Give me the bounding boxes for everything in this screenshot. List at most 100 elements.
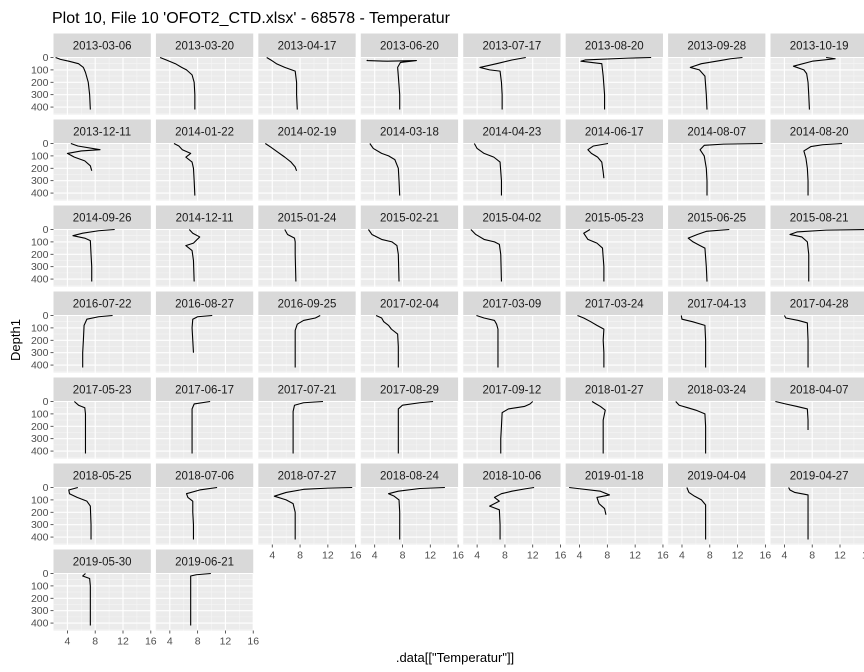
facet-panel: 2015-04-02 xyxy=(462,205,562,287)
facet-strip xyxy=(360,377,459,402)
profile-line xyxy=(397,400,434,454)
x-tick-label: 16 xyxy=(247,636,259,648)
y-tick-label: 0 xyxy=(43,482,49,494)
y-tick-label: 400 xyxy=(31,102,49,114)
x-tick-label: 16 xyxy=(350,550,362,562)
y-tick-label: 300 xyxy=(31,519,49,531)
facet-panel: 2018-07-27 4 8 12 16 xyxy=(258,463,362,562)
facet-panel: 2019-04-04 4 8 12 16 xyxy=(667,463,772,562)
facet-strip-label: 2019-01-18 xyxy=(585,471,644,483)
profile-line xyxy=(699,142,763,196)
facet-strip xyxy=(258,119,356,144)
facet-strip xyxy=(463,205,561,230)
facet-panel: 2013-10-19 xyxy=(770,33,864,115)
x-tick-label: 12 xyxy=(117,636,129,648)
panel-background xyxy=(53,57,151,115)
facet-strip xyxy=(53,549,151,574)
facet-strip-label: 2019-04-27 xyxy=(790,471,849,483)
y-tick-label: 300 xyxy=(31,261,49,273)
panel-background xyxy=(770,229,864,287)
facet-strip xyxy=(53,291,151,316)
profile-line xyxy=(476,314,499,368)
facet-panel: 2013-04-17 xyxy=(258,33,357,115)
profile-line xyxy=(583,229,605,282)
facet-strip-label: 2018-01-27 xyxy=(585,385,644,397)
facet-strip xyxy=(155,377,254,402)
facet-strip-label: 2014-03-18 xyxy=(380,127,439,139)
y-tick-label: 400 xyxy=(31,188,49,200)
profile-line xyxy=(185,486,218,540)
chart-title: Plot 10, File 10 'OFOT2_CTD.xlsx' - 6857… xyxy=(52,10,451,27)
panel-background xyxy=(258,315,356,373)
profile-line xyxy=(479,56,526,110)
profile-line xyxy=(273,486,353,540)
x-tick-label: 4 xyxy=(474,550,480,562)
y-tick-label: 300 xyxy=(31,89,49,101)
profile-line xyxy=(191,400,211,454)
profile-line xyxy=(792,56,836,110)
panel-background xyxy=(155,487,254,545)
panel-background xyxy=(668,57,766,115)
x-tick-label: 8 xyxy=(502,550,508,562)
y-tick-label: 300 xyxy=(31,605,49,617)
facet-strip xyxy=(155,463,254,488)
facet-strip-label: 2014-08-20 xyxy=(790,127,849,139)
y-tick-label: 100 xyxy=(31,64,49,76)
facet-panel: 2017-02-04 xyxy=(360,291,459,373)
facet-panel: 2013-07-17 xyxy=(462,33,562,115)
facet-strip-label: 2018-04-07 xyxy=(790,385,849,397)
facet-panel: 2014-12-11 xyxy=(155,205,254,287)
facet-strip xyxy=(360,33,459,58)
x-axis-label: .data[["Temperatur"]] xyxy=(396,650,514,665)
facet-panel: 2014-01-22 xyxy=(155,119,254,201)
profile-line xyxy=(789,228,864,282)
facet-strip xyxy=(668,463,766,488)
panel-background xyxy=(155,229,254,287)
panel-background xyxy=(360,143,459,201)
x-tick-label: 4 xyxy=(64,636,70,648)
facet-strip-label: 2014-04-23 xyxy=(482,127,541,139)
y-tick-label: 200 xyxy=(31,335,49,347)
facet-panel: 2014-03-18 xyxy=(360,119,459,201)
facet-strip xyxy=(463,377,561,402)
facet-strip xyxy=(53,205,151,230)
x-tick-label: 12 xyxy=(732,550,744,562)
facet-strip-label: 2017-06-17 xyxy=(175,385,234,397)
panel-background xyxy=(565,143,663,201)
facet-panel: 2017-08-29 xyxy=(360,377,459,459)
facet-strip-label: 2013-03-06 xyxy=(73,41,132,53)
x-tick-label: 4 xyxy=(269,550,275,562)
facet-strip-label: 2015-06-25 xyxy=(687,213,746,225)
facet-strip-label: 2015-02-21 xyxy=(380,213,439,225)
y-tick-label: 0 xyxy=(43,224,49,236)
facet-strip-label: 2015-05-23 xyxy=(585,213,644,225)
facet-panel: 2013-09-28 xyxy=(667,33,766,115)
facet-strip-label: 2013-10-19 xyxy=(790,41,849,53)
facet-panel: 2019-01-18 4 8 12 16 xyxy=(565,463,669,562)
panel-background xyxy=(463,229,561,287)
x-tick-label: 16 xyxy=(760,550,772,562)
facet-panel: 2017-06-17 xyxy=(155,377,254,459)
facet-panel: 2015-08-21 xyxy=(770,205,864,287)
y-tick-label: 100 xyxy=(31,580,49,592)
panel-background xyxy=(53,229,151,287)
facet-strip xyxy=(770,377,864,402)
facet-strip xyxy=(258,463,356,488)
facet-panel: 2016-08-27 xyxy=(155,291,254,373)
facet-panel: 2015-02-21 xyxy=(360,205,459,287)
panel-background xyxy=(258,401,356,459)
y-tick-label: 0 xyxy=(43,138,49,150)
facet-strip-label: 2014-06-17 xyxy=(585,127,644,139)
facet-strip xyxy=(463,119,561,144)
y-tick-label: 0 xyxy=(43,52,49,64)
facet-panel: 2017-04-13 xyxy=(667,291,766,373)
facet-panel: 2015-01-24 xyxy=(258,205,357,287)
facet-strip xyxy=(53,463,151,488)
x-tick-label: 16 xyxy=(555,550,567,562)
facet-strip xyxy=(258,33,356,58)
x-tick-label: 8 xyxy=(604,550,610,562)
profile-line xyxy=(569,486,610,515)
facet-strip xyxy=(258,205,356,230)
